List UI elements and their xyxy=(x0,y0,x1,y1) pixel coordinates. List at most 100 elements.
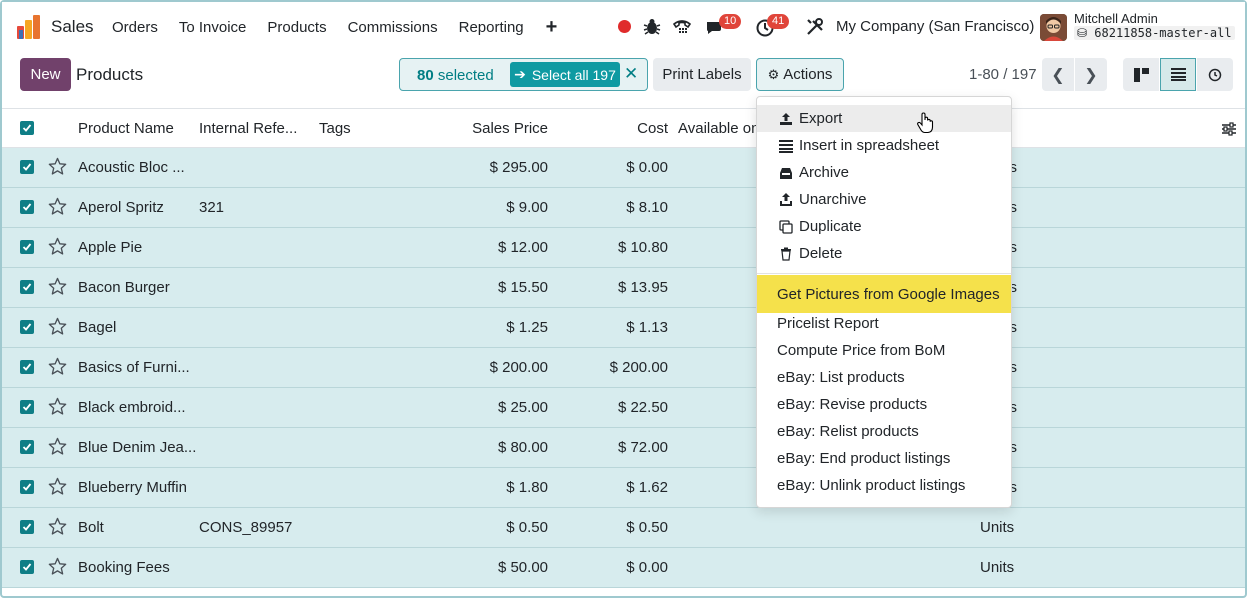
action-ebay-list[interactable]: eBay: List products xyxy=(757,364,1011,391)
bug-icon[interactable] xyxy=(642,17,662,37)
action-pricelist-report[interactable]: Pricelist Report xyxy=(757,310,1011,337)
action-ebay-unlink[interactable]: eBay: Unlink product listings xyxy=(757,472,1011,499)
cell-sales-price[interactable]: $ 9.00 xyxy=(506,199,548,216)
phone-icon[interactable] xyxy=(672,17,692,37)
favorite-star-icon[interactable] xyxy=(48,197,67,216)
row-checkbox[interactable] xyxy=(20,480,34,494)
clear-selection-icon[interactable]: ✕ xyxy=(624,64,639,83)
cell-sales-price[interactable]: $ 295.00 xyxy=(489,159,548,176)
menu-orders[interactable]: Orders xyxy=(112,18,158,36)
row-checkbox[interactable] xyxy=(20,160,34,174)
cell-cost[interactable]: $ 22.50 xyxy=(617,399,668,416)
action-ebay-relist[interactable]: eBay: Relist products xyxy=(757,418,1011,445)
menu-commissions[interactable]: Commissions xyxy=(347,18,438,36)
col-sales-price[interactable]: Sales Price xyxy=(472,120,548,137)
menu-reporting[interactable]: Reporting xyxy=(458,18,524,36)
action-delete[interactable]: Delete xyxy=(757,240,1011,267)
col-cost[interactable]: Cost xyxy=(637,120,668,137)
cell-product-name[interactable]: Basics of Furni... xyxy=(78,359,190,376)
row-checkbox[interactable] xyxy=(20,400,34,414)
action-compute-price-bom[interactable]: Compute Price from BoM xyxy=(757,337,1011,364)
select-all-button[interactable]: ➔ Select all 197 xyxy=(510,62,620,87)
action-ebay-revise[interactable]: eBay: Revise products xyxy=(757,391,1011,418)
action-ebay-end[interactable]: eBay: End product listings xyxy=(757,445,1011,472)
col-product-name[interactable]: Product Name xyxy=(78,120,174,137)
cell-cost[interactable]: $ 1.62 xyxy=(626,479,668,496)
cell-product-name[interactable]: Apple Pie xyxy=(78,239,143,256)
cell-product-name[interactable]: Blue Denim Jea... xyxy=(78,439,197,456)
cell-product-name[interactable]: Bagel xyxy=(78,319,117,336)
row-checkbox[interactable] xyxy=(20,360,34,374)
pager-previous-icon[interactable]: ❮ xyxy=(1042,58,1074,91)
action-duplicate[interactable]: Duplicate xyxy=(757,213,1011,240)
row-checkbox[interactable] xyxy=(20,240,34,254)
cell-sales-price[interactable]: $ 15.50 xyxy=(497,279,548,296)
cell-cost[interactable]: $ 10.80 xyxy=(617,239,668,256)
action-google-images[interactable]: Get Pictures from Google Images xyxy=(757,275,1011,313)
cell-cost[interactable]: $ 0.00 xyxy=(626,559,668,576)
cell-sales-price[interactable]: $ 1.80 xyxy=(506,479,548,496)
favorite-star-icon[interactable] xyxy=(48,477,67,496)
table-row[interactable]: Apple Pie$ 12.00$ 10.80its xyxy=(2,228,1245,268)
cell-cost[interactable]: $ 1.13 xyxy=(626,319,668,336)
messages-icon[interactable] xyxy=(705,18,725,38)
cell-sales-price[interactable]: $ 50.00 xyxy=(497,559,548,576)
company-switcher[interactable]: My Company (San Francisco) xyxy=(836,18,1035,35)
col-available-on[interactable]: Available on xyxy=(678,120,760,137)
cell-product-name[interactable]: Booking Fees xyxy=(78,559,170,576)
cell-product-name[interactable]: Black embroid... xyxy=(78,399,186,416)
pager-value[interactable]: 1-80 / 197 xyxy=(969,66,1037,83)
cell-product-name[interactable]: Bacon Burger xyxy=(78,279,170,296)
cell-cost[interactable]: $ 72.00 xyxy=(617,439,668,456)
cell-product-name[interactable]: Acoustic Bloc ... xyxy=(78,159,185,176)
row-checkbox[interactable] xyxy=(20,520,34,534)
action-export[interactable]: Export xyxy=(757,105,1011,132)
favorite-star-icon[interactable] xyxy=(48,157,67,176)
col-internal-reference[interactable]: Internal Refe... xyxy=(199,120,298,137)
cell-cost[interactable]: $ 0.00 xyxy=(626,159,668,176)
favorite-star-icon[interactable] xyxy=(48,437,67,456)
cell-product-name[interactable]: Bolt xyxy=(78,519,104,536)
menu-products[interactable]: Products xyxy=(267,18,327,36)
list-view-icon[interactable] xyxy=(1160,58,1196,91)
cell-sales-price[interactable]: $ 0.50 xyxy=(506,519,548,536)
table-row[interactable]: Booking Fees $ 50.00 $ 0.00 Units xyxy=(2,548,1245,588)
kanban-view-icon[interactable] xyxy=(1123,58,1159,91)
cell-product-name[interactable]: Blueberry Muffin xyxy=(78,479,187,496)
row-checkbox[interactable] xyxy=(20,280,34,294)
actions-button[interactable]: ⚙ Actions xyxy=(756,58,844,91)
activity-view-icon[interactable] xyxy=(1197,58,1233,91)
user-name[interactable]: Mitchell Admin xyxy=(1074,11,1158,26)
table-row[interactable]: Black embroid...$ 25.00$ 22.50its xyxy=(2,388,1245,428)
new-button[interactable]: New xyxy=(20,58,71,91)
menu-to-invoice[interactable]: To Invoice xyxy=(178,18,247,36)
cell-sales-price[interactable]: $ 200.00 xyxy=(489,359,548,376)
table-row[interactable]: Bagel$ 1.25$ 1.13its xyxy=(2,308,1245,348)
cell-sales-price[interactable]: $ 25.00 xyxy=(497,399,548,416)
table-row[interactable]: Acoustic Bloc ...$ 295.00$ 0.00its xyxy=(2,148,1245,188)
row-checkbox[interactable] xyxy=(20,200,34,214)
sales-app-icon[interactable] xyxy=(16,14,42,40)
cell-product-name[interactable]: Aperol Spritz xyxy=(78,199,164,216)
select-all-checkbox[interactable] xyxy=(20,121,34,135)
cell-unit-of-measure[interactable]: Units xyxy=(980,519,1015,536)
table-row[interactable]: Blueberry Muffin$ 1.80$ 1.62its xyxy=(2,468,1245,508)
pager-next-icon[interactable]: ❯ xyxy=(1075,58,1107,91)
cell-sales-price[interactable]: $ 1.25 xyxy=(506,319,548,336)
recording-icon[interactable] xyxy=(618,20,631,33)
cell-cost[interactable]: $ 0.50 xyxy=(626,519,668,536)
cell-internal-reference[interactable]: CONS_89957 xyxy=(199,519,293,536)
row-checkbox[interactable] xyxy=(20,320,34,334)
app-name[interactable]: Sales xyxy=(51,17,94,36)
favorite-star-icon[interactable] xyxy=(48,357,67,376)
cell-sales-price[interactable]: $ 80.00 xyxy=(497,439,548,456)
favorite-star-icon[interactable] xyxy=(48,397,67,416)
cell-sales-price[interactable]: $ 12.00 xyxy=(497,239,548,256)
favorite-star-icon[interactable] xyxy=(48,557,67,576)
table-row[interactable]: Basics of Furni...$ 200.00$ 200.00its xyxy=(2,348,1245,388)
column-settings-icon[interactable] xyxy=(1221,121,1237,137)
action-insert-spreadsheet[interactable]: Insert in spreadsheet xyxy=(757,132,1011,159)
table-row[interactable]: Bolt CONS_89957 $ 0.50 $ 0.50 Units xyxy=(2,508,1245,548)
favorite-star-icon[interactable] xyxy=(48,317,67,336)
